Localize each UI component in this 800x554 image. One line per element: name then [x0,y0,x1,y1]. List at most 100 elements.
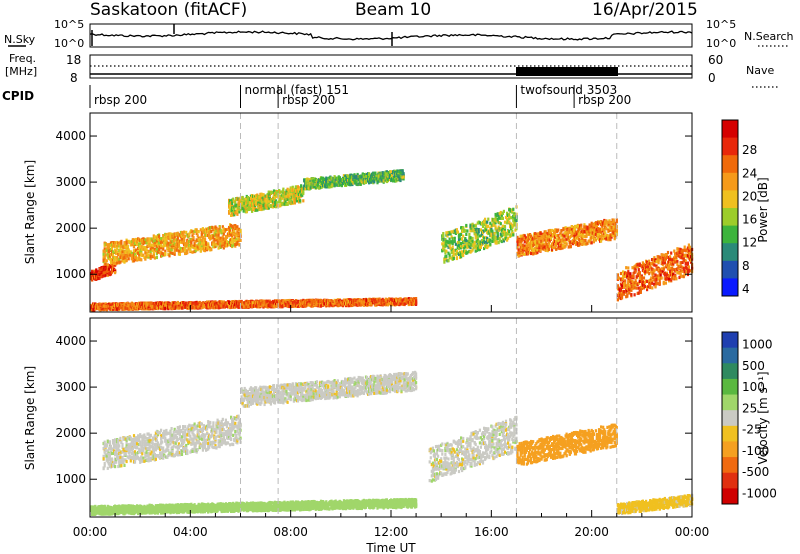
scatter-cell [228,201,231,206]
scatter-cell [231,224,234,228]
scatter-cell [146,251,149,255]
scatter-cell [275,199,278,203]
scatter-cell [103,247,106,251]
scatter-cell [244,202,247,206]
scatter-cell [219,236,222,240]
scatter-cell [141,239,144,243]
scatter-cell [175,240,178,244]
scatter-cell [231,238,234,242]
freq-tick-top: 18 [66,53,81,67]
scatter-cell [140,258,143,262]
scatter-cell [201,227,204,231]
scatter-cell [168,254,171,258]
scatter-cell [246,199,249,203]
scatter-cell [415,299,418,303]
scatter-cell [196,234,199,238]
scatter-cell [133,253,137,257]
scatter-cell [471,236,474,240]
scatter-cell [230,240,233,244]
freq-alternating-block [516,67,618,76]
scatter-cell [109,261,113,265]
scatter-cell [308,178,311,182]
scatter-cell [464,245,467,249]
scatter-cell [220,231,223,235]
scatter-cell [443,248,446,252]
scatter-cell [134,307,138,311]
scatter-cell [168,247,171,251]
scatter-cell [465,232,468,236]
scatter-cell [162,234,165,238]
scatter-cell [107,245,110,249]
scatter-cell [106,266,109,270]
scatter-cell [222,246,225,250]
scatter-cell [199,228,202,232]
scatter-cell [152,250,155,254]
beam-title: Beam 10 [355,0,431,20]
scatter-cell [292,187,295,191]
scatter-cell [239,208,242,212]
scatter-cell [457,240,461,245]
scatter-cell [129,243,132,247]
scatter-cell [118,260,121,264]
scatter-cell [208,235,211,239]
scatter-cell [451,242,454,246]
scatter-cell [155,239,158,243]
scatter-cell [126,244,129,248]
scatter-cell [142,245,145,249]
scatter-cell [184,248,187,252]
scatter-cell [95,276,98,280]
scatter-cell [114,241,117,245]
scatter-cell [295,194,299,198]
scatter-cell [170,248,173,252]
scatter-cell [338,176,341,180]
scatter-cell [245,305,248,309]
scatter-cell [468,232,471,237]
scatter-cell [160,244,163,248]
scatter-cell [113,259,116,263]
scatter-cell [139,242,142,246]
scatter-cell [176,245,179,249]
scatter-cell [134,237,138,242]
scatter-cell [248,199,252,203]
scatter-cell [233,213,236,217]
scatter-cell [190,240,193,244]
scatter-cell [220,244,223,248]
cpid-segment-label: rbsp 200 [282,93,335,107]
nsky-tick-bottom: 10^0 [54,37,84,50]
scatter-cell [289,193,292,197]
scatter-cell [240,202,243,206]
scatter-cell [153,256,156,260]
scatter-cell [134,248,138,252]
nsearch-tick-bottom: 10^0 [706,37,736,50]
scatter-cell [164,232,167,236]
scatter-cell [141,301,144,305]
scatter-cell [385,172,388,176]
cpid-segment-label: normal (fast) 151 [245,83,349,97]
nsky-line [89,30,693,41]
scatter-cell [125,242,128,246]
scatter-cell [200,244,203,248]
scatter-cell [202,241,206,245]
scatter-cell [111,307,115,311]
scatter-cell [163,242,166,246]
scatter-cell [116,244,119,248]
scatter-cell [141,241,144,245]
scatter-cell [291,196,294,200]
scatter-cell [245,210,248,214]
scatter-cell [172,239,175,243]
scatter-cell [192,236,195,240]
scatter-cell [218,226,221,230]
scatter-cell [329,181,332,185]
scatter-cell [176,231,179,235]
scatter-cell [230,213,233,217]
scatter-cell [159,238,162,243]
scatter-cell [147,253,150,257]
scatter-cell [465,238,468,243]
scatter-cell [121,250,124,254]
scatter-cell [282,187,285,191]
scatter-cell [368,172,371,176]
scatter-cell [390,170,393,174]
scatter-cell [185,230,188,234]
scatter-cell [469,236,472,240]
scatter-cell [222,300,225,304]
